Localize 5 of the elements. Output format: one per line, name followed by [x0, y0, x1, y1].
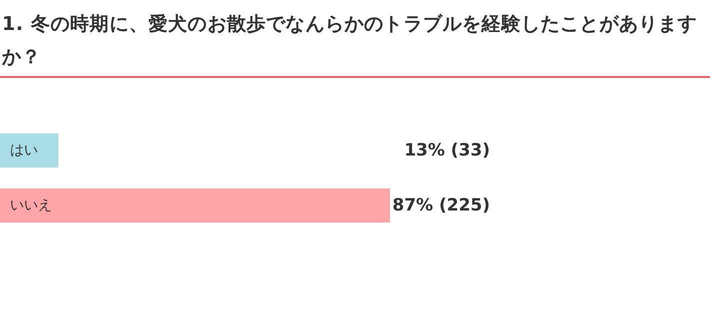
y-tick-label: いいえ	[10, 198, 52, 214]
data-label: 13% (33)	[404, 140, 490, 160]
chart-title: 1. 冬の時期に、愛犬のお散歩でなんらかのトラブルを経験したことがありますか？	[0, 0, 710, 78]
y-tick-label: はい	[10, 142, 38, 158]
data-label: 87% (225)	[392, 196, 490, 216]
